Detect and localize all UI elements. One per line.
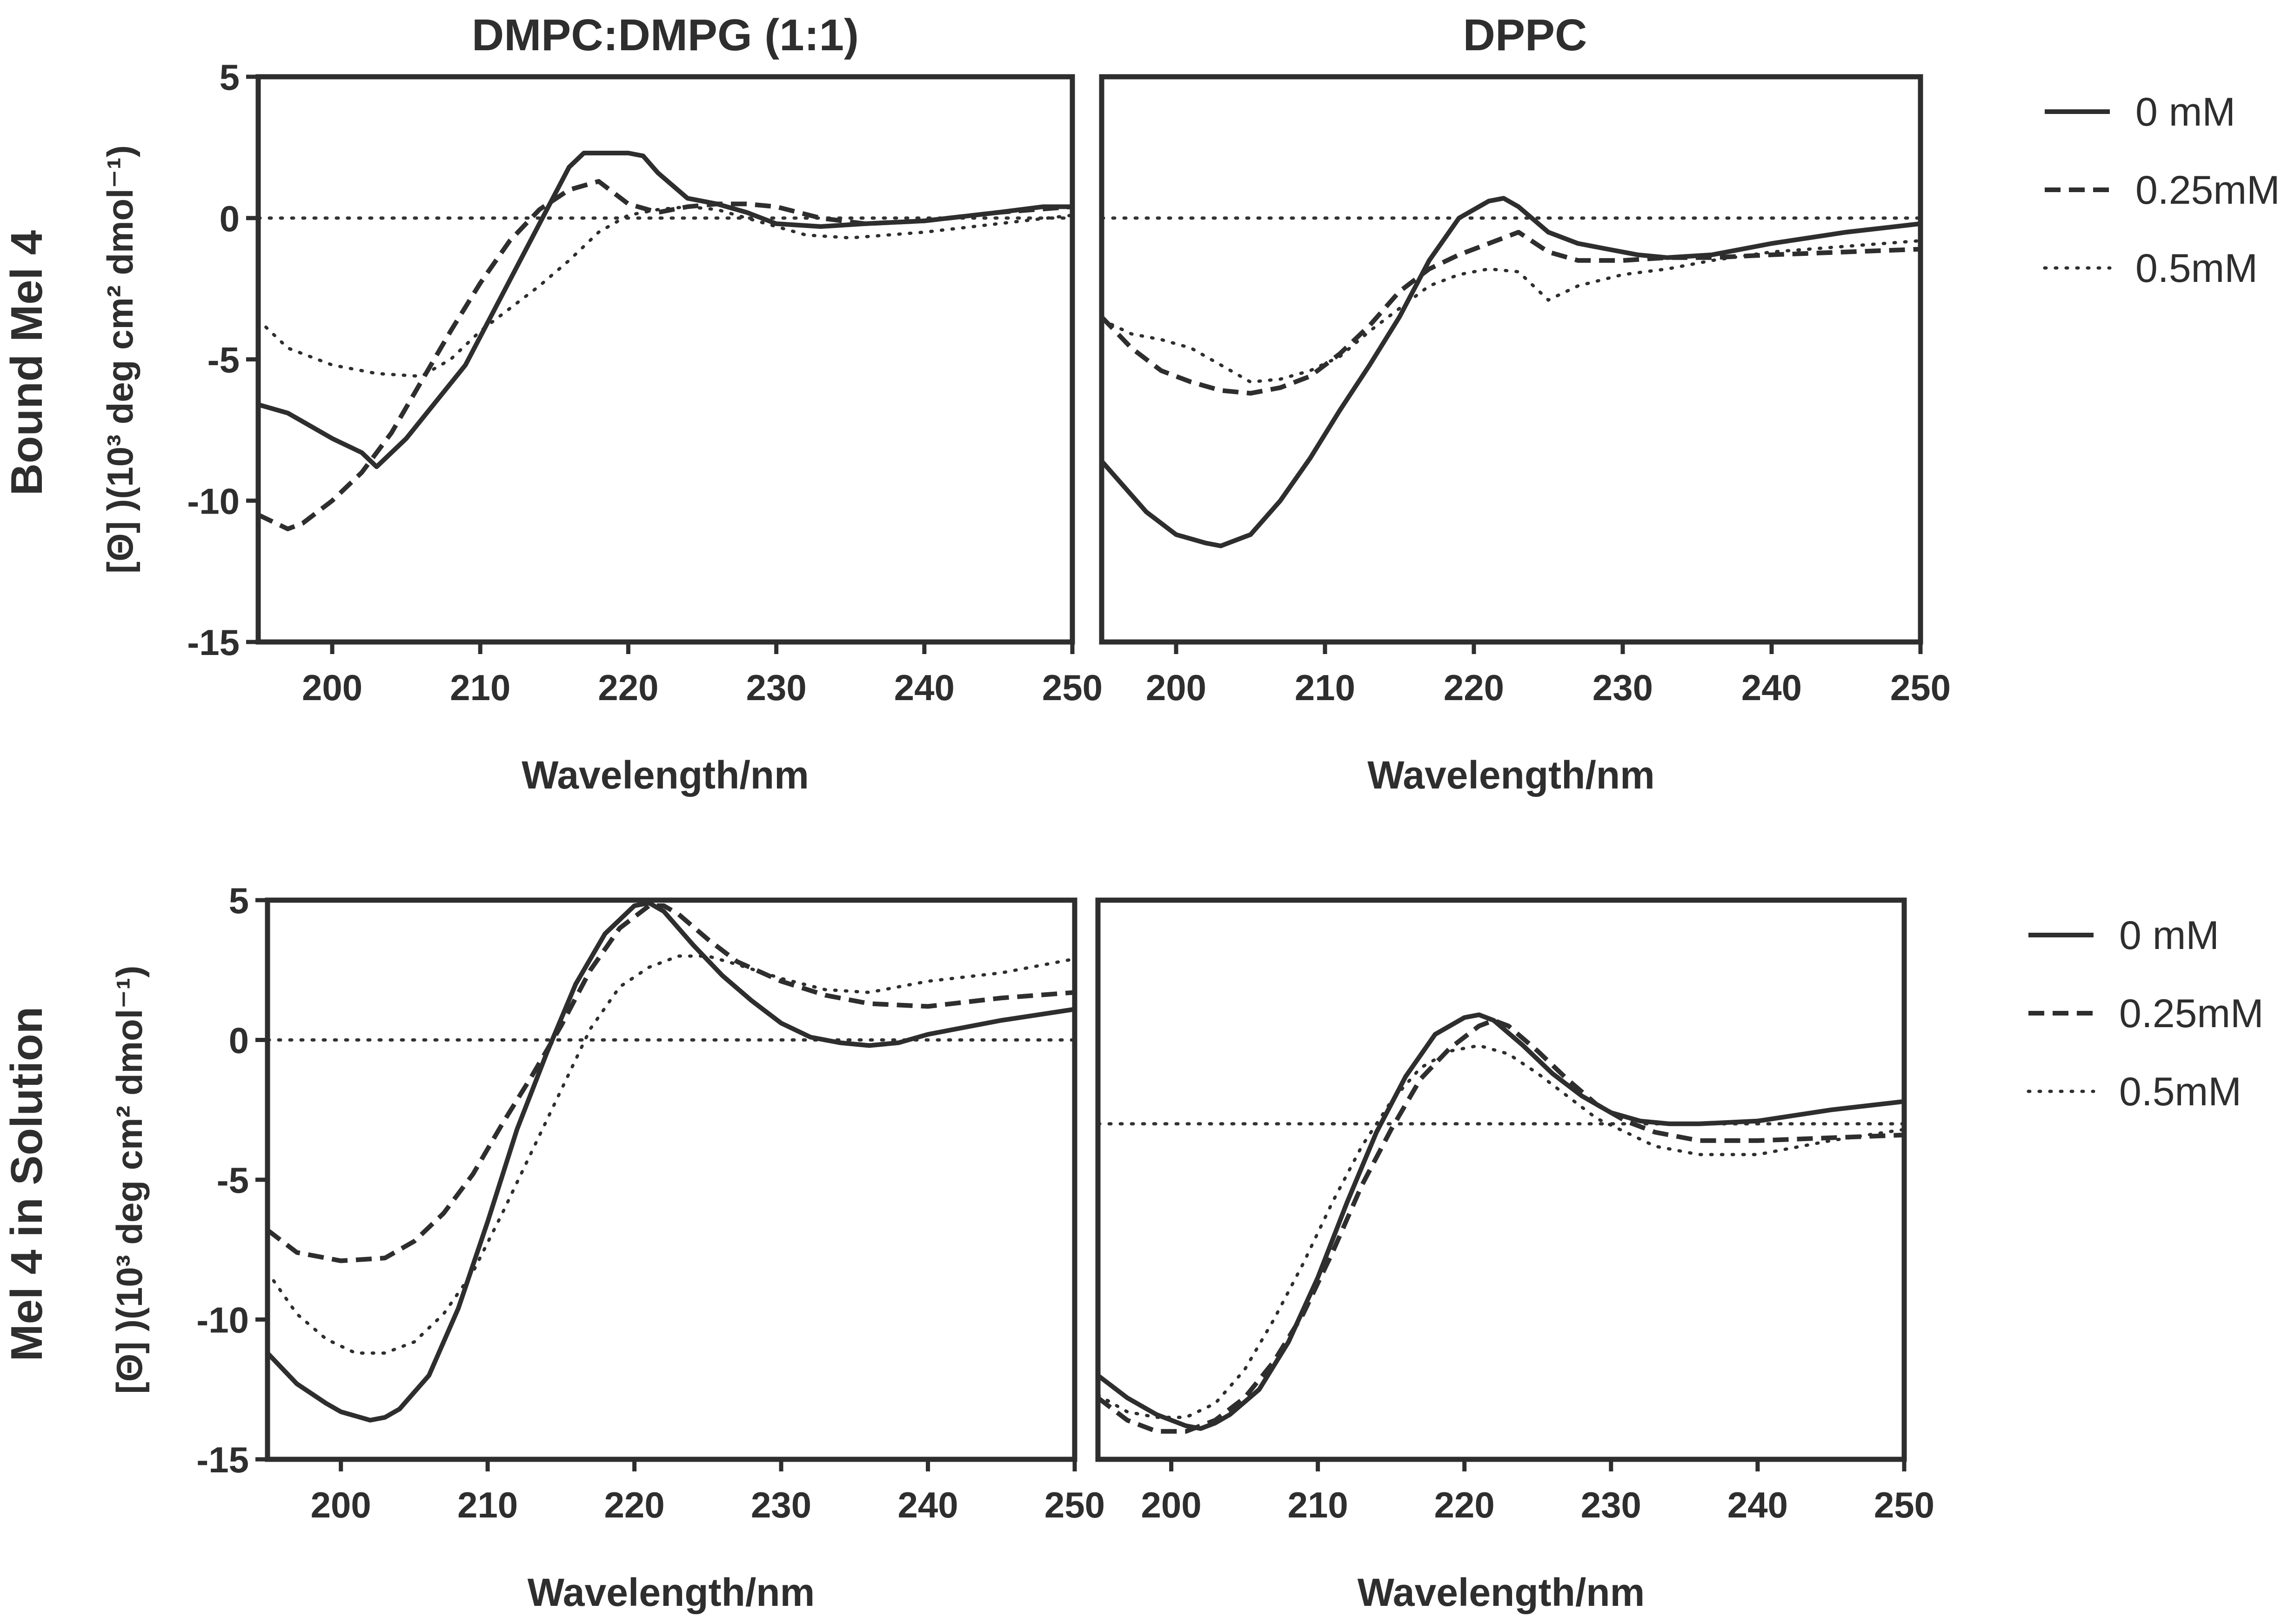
y-tick-label: 0 — [220, 198, 240, 239]
plot-frame — [265, 897, 1077, 1462]
series-line-0-25mM — [257, 179, 1073, 531]
y-tick-label: -5 — [217, 1160, 249, 1201]
x-tick-label: 200 — [1146, 667, 1206, 708]
y-tick-label: -10 — [196, 1300, 249, 1341]
legend-label: 0 mM — [2135, 90, 2235, 134]
x-tick-label: 230 — [1592, 667, 1653, 708]
column-title-dppc: DPPC — [1463, 10, 1587, 60]
legend-label: 0 mM — [2119, 913, 2219, 958]
y-tick-label: -5 — [207, 340, 240, 381]
x-tick-label: 220 — [598, 667, 658, 708]
x-tick-label: 230 — [1581, 1484, 1641, 1525]
x-tick-label: 200 — [302, 667, 362, 708]
y-tick-label: 5 — [220, 57, 240, 98]
legend-1: 0 mM 0.25mM 0.5mM — [2043, 90, 2280, 291]
x-tick-label: 200 — [1141, 1484, 1201, 1525]
x-tick-label: 250 — [1890, 667, 1951, 708]
y-tick-label: -10 — [187, 481, 240, 521]
x-tick-label: 230 — [746, 667, 807, 708]
panel-3: 200 210 220 230 240 250 5 0 -5 -10 -15 Wavelength/n… — [109, 880, 1105, 1614]
y-tick-label: 5 — [229, 880, 249, 921]
x-tick-label: 250 — [1042, 667, 1103, 708]
x-tick-label: 220 — [1434, 1484, 1495, 1525]
series-line-0mM — [257, 151, 1072, 469]
x-axis-label: Wavelength/nm — [528, 1571, 815, 1614]
y-axis-label: [Θ] )(10³ deg cm² dmol⁻¹) — [100, 145, 141, 574]
plot-frame — [1099, 74, 1923, 645]
series-line-0-25mM — [266, 903, 1075, 1263]
plot-frame — [1095, 897, 1907, 1462]
series-line-0-25mM — [1100, 230, 1921, 396]
series-line-0-5mM — [1096, 1043, 1906, 1419]
y-tick-label: -15 — [196, 1439, 249, 1480]
y-axis-label: [Θ] )(10³ deg cm² dmol⁻¹) — [109, 966, 150, 1394]
x-tick-label: 200 — [311, 1484, 371, 1525]
x-axis-label: Wavelength/nm — [522, 753, 809, 797]
x-tick-label: 220 — [604, 1484, 665, 1525]
x-tick-label: 250 — [1044, 1484, 1105, 1525]
y-tick-label: -15 — [187, 622, 240, 663]
series-line-0-5mM — [1100, 239, 1922, 384]
x-tick-label: 240 — [1741, 667, 1802, 708]
series-line-0-5mM — [256, 205, 1074, 378]
row-label-1: Bound Mel 4 — [2, 230, 52, 496]
series-line-0-25mM — [1096, 1018, 1905, 1434]
panel-4: 200 210 220 230 240 250 Wavelength/nm — [1095, 897, 1934, 1614]
x-tick-label: 250 — [1874, 1484, 1934, 1525]
series-line-0-5mM — [266, 954, 1077, 1355]
x-tick-label: 240 — [1727, 1484, 1788, 1525]
x-tick-label: 210 — [1295, 667, 1355, 708]
row-label-2: Mel 4 in Solution — [2, 1007, 52, 1362]
legend-2: 0 mM 0.25mM 0.5mM — [2027, 913, 2264, 1114]
plot-frame — [255, 74, 1075, 645]
legend-label: 0.25mM — [2119, 991, 2264, 1036]
legend-label: 0.5mM — [2119, 1069, 2241, 1114]
legend-label: 0.5mM — [2135, 246, 2258, 291]
x-tick-label: 240 — [897, 1484, 958, 1525]
panel-1: 200 210 220 230 240 250 5 0 -5 -10 -15 Wavelength/n… — [100, 57, 1103, 797]
column-title-dmpc-dmpg: DMPC:DMPG (1:1) — [472, 10, 859, 60]
x-axis-label: Wavelength/nm — [1358, 1571, 1645, 1614]
series-line-0mM — [266, 901, 1075, 1423]
x-tick-label: 210 — [457, 1484, 518, 1525]
x-tick-label: 220 — [1444, 667, 1504, 708]
panel-2: 200 210 220 230 240 250 Wavelength/nm — [1099, 74, 1951, 797]
x-tick-label: 230 — [751, 1484, 811, 1525]
y-tick-label: 0 — [229, 1020, 249, 1061]
x-tick-label: 210 — [450, 667, 510, 708]
x-tick-label: 210 — [1288, 1484, 1348, 1525]
series-line-0mM — [1096, 1012, 1905, 1431]
x-tick-label: 240 — [894, 667, 955, 708]
legend-label: 0.25mM — [2135, 168, 2280, 213]
x-axis-label: Wavelength/nm — [1367, 753, 1655, 797]
